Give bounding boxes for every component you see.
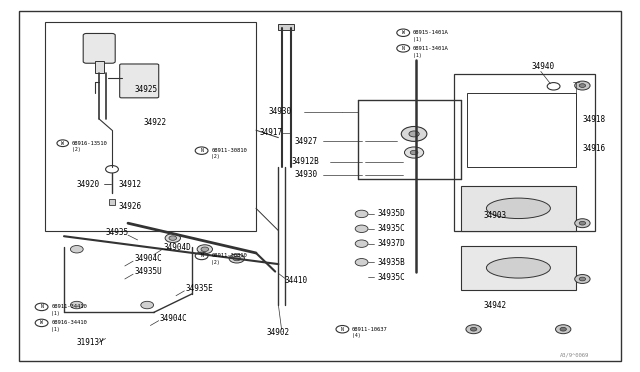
Text: 34935C: 34935C <box>378 224 405 233</box>
Text: N: N <box>200 148 203 153</box>
Circle shape <box>560 327 566 331</box>
Text: 08911-30810: 08911-30810 <box>211 253 247 259</box>
Circle shape <box>70 301 83 309</box>
Circle shape <box>401 126 427 141</box>
Text: 34935E: 34935E <box>186 284 213 293</box>
Text: (1): (1) <box>413 36 421 42</box>
Text: 34926: 34926 <box>118 202 141 211</box>
Bar <box>454 74 595 231</box>
Circle shape <box>355 259 368 266</box>
Text: 34918: 34918 <box>582 115 605 124</box>
Text: 34916: 34916 <box>582 144 605 153</box>
Text: N: N <box>341 327 344 332</box>
Circle shape <box>410 150 418 155</box>
Circle shape <box>229 254 244 263</box>
Circle shape <box>355 210 368 218</box>
Circle shape <box>233 256 241 261</box>
Text: N: N <box>200 253 203 259</box>
Text: (4): (4) <box>352 333 360 338</box>
Text: 34935D: 34935D <box>378 209 405 218</box>
FancyBboxPatch shape <box>83 33 115 63</box>
Circle shape <box>70 246 83 253</box>
Text: 34904C: 34904C <box>134 254 162 263</box>
Text: (2): (2) <box>211 260 220 265</box>
Text: W: W <box>61 141 64 146</box>
Text: (1): (1) <box>51 311 60 316</box>
Bar <box>45 22 256 231</box>
Circle shape <box>575 219 590 228</box>
Circle shape <box>141 301 154 309</box>
Text: 34912: 34912 <box>118 180 141 189</box>
Bar <box>461 186 576 231</box>
Circle shape <box>556 325 571 334</box>
Text: 08911-10637: 08911-10637 <box>352 327 388 332</box>
Circle shape <box>575 275 590 283</box>
Text: 34902: 34902 <box>267 328 290 337</box>
Bar <box>278 24 294 30</box>
Text: (1): (1) <box>51 327 60 332</box>
Circle shape <box>575 81 590 90</box>
Text: 34920: 34920 <box>77 180 100 189</box>
Circle shape <box>404 147 424 158</box>
Text: 34410: 34410 <box>285 276 308 285</box>
Text: 34925: 34925 <box>134 85 157 94</box>
Text: 34935B: 34935B <box>378 258 405 267</box>
Circle shape <box>470 327 477 331</box>
Text: N: N <box>40 304 43 310</box>
Text: 34904C: 34904C <box>160 314 188 323</box>
Text: (2): (2) <box>72 147 80 152</box>
Text: 34927: 34927 <box>294 137 317 146</box>
Ellipse shape <box>486 258 550 278</box>
Text: 34912B: 34912B <box>291 157 319 166</box>
Ellipse shape <box>486 198 550 219</box>
Bar <box>95 61 104 73</box>
Bar <box>467 93 576 167</box>
Circle shape <box>355 225 368 232</box>
Text: 34930: 34930 <box>269 107 292 116</box>
Text: 31913Y: 31913Y <box>77 338 104 347</box>
Text: 34935U: 34935U <box>134 267 162 276</box>
Text: 34917: 34917 <box>259 128 282 137</box>
Text: 08916-13510: 08916-13510 <box>72 141 108 146</box>
Text: W: W <box>402 30 404 35</box>
Circle shape <box>579 84 586 87</box>
Text: N: N <box>402 46 404 51</box>
Circle shape <box>409 131 419 137</box>
Text: A3/9^0069: A3/9^0069 <box>559 353 589 358</box>
Text: (2): (2) <box>211 154 220 160</box>
Text: 34940: 34940 <box>531 62 554 71</box>
Text: 08911-34410: 08911-34410 <box>51 304 87 310</box>
Text: 34942: 34942 <box>483 301 506 310</box>
Text: 08911-30810: 08911-30810 <box>211 148 247 153</box>
Circle shape <box>466 325 481 334</box>
Circle shape <box>201 247 209 251</box>
FancyBboxPatch shape <box>120 64 159 98</box>
Circle shape <box>579 221 586 225</box>
Bar <box>109 199 115 205</box>
Circle shape <box>165 234 180 243</box>
Bar <box>461 246 576 290</box>
Text: 34904D: 34904D <box>163 243 191 252</box>
Circle shape <box>197 245 212 254</box>
Circle shape <box>355 240 368 247</box>
Text: 34935C: 34935C <box>378 273 405 282</box>
Circle shape <box>579 277 586 281</box>
Text: 08916-34410: 08916-34410 <box>51 320 87 326</box>
Text: 34903: 34903 <box>483 211 506 220</box>
Text: W: W <box>40 320 43 326</box>
Text: 08911-3401A: 08911-3401A <box>413 46 449 51</box>
Text: 34922: 34922 <box>144 118 167 127</box>
Text: 08915-1401A: 08915-1401A <box>413 30 449 35</box>
Circle shape <box>169 236 177 240</box>
Text: 34930: 34930 <box>294 170 317 179</box>
Text: (1): (1) <box>413 52 421 58</box>
Text: 34937D: 34937D <box>378 239 405 248</box>
Text: 34935: 34935 <box>106 228 129 237</box>
